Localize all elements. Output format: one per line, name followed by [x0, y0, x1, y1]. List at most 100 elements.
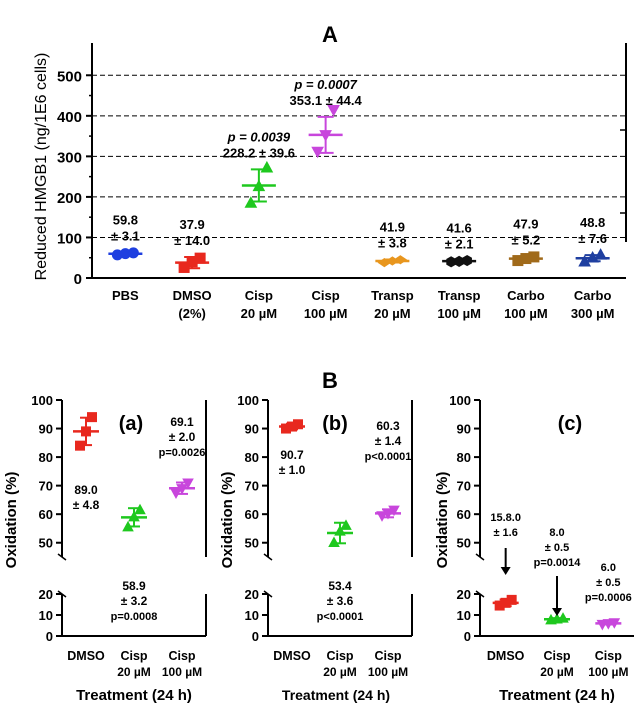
data-point [446, 256, 456, 268]
data-point [81, 426, 91, 437]
data-point [327, 104, 340, 117]
data-point [319, 130, 332, 142]
y-tick-label: 10 [245, 608, 259, 623]
y-tick-label: 70 [39, 479, 53, 494]
data-point [244, 196, 258, 208]
p-value-label: p = 0.0039 [227, 129, 291, 144]
x-tick-label: Cisp [326, 649, 353, 663]
data-point [334, 525, 346, 536]
x-tick-label: DMSO [487, 649, 525, 663]
x-tick-label: Carbo [574, 288, 612, 303]
data-point [176, 484, 188, 495]
x-tick-label: 300 µM [571, 306, 615, 321]
data-point [311, 146, 324, 159]
data-point [75, 440, 85, 451]
data-point [252, 179, 266, 192]
data-label: ± 7.6 [578, 231, 607, 246]
x-axis-label: Treatment (24 h) [76, 687, 192, 704]
y-tick-label: 500 [57, 68, 82, 85]
panel-tag: (a) [119, 413, 143, 435]
annotation-arrow-head [552, 608, 562, 616]
data-point [328, 536, 340, 548]
x-tick-label: 20 µM [323, 665, 357, 679]
p-value-label: p=0.0006 [585, 592, 632, 604]
p-value-label: p=0.0008 [111, 611, 158, 623]
x-tick-label: DMSO [173, 288, 212, 303]
data-point [393, 255, 408, 265]
data-point [388, 505, 400, 517]
x-tick-label: 100 µM [162, 665, 202, 679]
data-label: 228.2 ± 39.6 [223, 145, 295, 160]
y-tick-label: 400 [57, 109, 82, 126]
y-tick-label: 50 [39, 536, 53, 551]
data-label: 89.0 [74, 483, 98, 497]
data-label: 48.8 [580, 215, 605, 230]
data-point [557, 612, 569, 623]
data-label: 8.0 [549, 527, 564, 539]
panel-tag: (c) [558, 413, 582, 435]
y-tick-label: 0 [252, 629, 259, 644]
axis-break [57, 553, 67, 561]
x-tick-label: 100 µM [304, 306, 348, 321]
y-tick-label: 10 [457, 608, 471, 623]
y-tick-label: 90 [245, 422, 259, 437]
data-point [608, 618, 621, 629]
y-tick-label: 50 [457, 536, 471, 551]
y-tick-label: 0 [464, 629, 471, 644]
data-label: 353.1 ± 44.4 [290, 93, 363, 108]
data-label: ± 1.0 [279, 463, 306, 477]
p-value-label: p<0.0001 [317, 611, 364, 623]
data-label: ± 2.0 [169, 430, 196, 444]
data-point [122, 520, 134, 532]
y-tick-label: 70 [245, 479, 259, 494]
data-label: 69.1 [170, 415, 194, 429]
x-axis-label: Treatment (24 h) [282, 687, 390, 703]
data-point [340, 519, 352, 530]
x-tick-label: 20 µM [117, 665, 151, 679]
data-label: 15.8.0 [490, 512, 521, 524]
y-tick-label: 100 [449, 393, 471, 408]
y-tick-label: 0 [46, 629, 53, 644]
data-point [454, 255, 464, 267]
data-point [194, 252, 206, 264]
y-tick-label: 20 [39, 587, 53, 602]
x-tick-label: Cisp [374, 649, 401, 663]
data-point [87, 412, 97, 423]
data-point [182, 478, 194, 489]
data-label: ± 0.5 [545, 542, 569, 554]
x-tick-label: 100 µM [368, 665, 408, 679]
y-tick-label: 100 [237, 393, 259, 408]
data-label: 6.0 [601, 562, 616, 574]
data-label: 59.8 [113, 212, 138, 227]
data-point [376, 511, 388, 522]
axis-break [263, 553, 273, 561]
data-label: ± 1.6 [493, 527, 517, 539]
x-tick-label: DMSO [273, 649, 311, 663]
data-label: 58.9 [122, 579, 146, 593]
x-tick-label: Carbo [507, 288, 545, 303]
y-tick-label: 60 [39, 507, 53, 522]
x-tick-label: Cisp [312, 288, 340, 303]
p-value-label: p=0.0014 [534, 557, 582, 569]
data-label: ± 1.4 [375, 434, 402, 448]
data-label: ± 3.2 [121, 594, 148, 608]
data-label: ± 5.2 [511, 232, 540, 247]
data-label: ± 4.8 [73, 498, 100, 512]
x-tick-label: Cisp [543, 649, 570, 663]
data-label: 47.9 [513, 216, 538, 231]
annotation-arrow-head [500, 567, 511, 575]
data-label: ± 3.6 [327, 594, 354, 608]
p-value-label: p<0.0001 [365, 451, 412, 463]
y-tick-label: 70 [457, 479, 471, 494]
data-label: 41.9 [380, 219, 405, 234]
y-tick-label: 0 [74, 271, 82, 288]
x-tick-label: Cisp [168, 649, 195, 663]
data-point [170, 488, 182, 499]
y-tick-label: 60 [245, 507, 259, 522]
data-label: ± 0.5 [596, 577, 620, 589]
y-tick-label: 60 [457, 507, 471, 522]
x-tick-label: 20 µM [241, 306, 277, 321]
axis-break [475, 553, 485, 561]
